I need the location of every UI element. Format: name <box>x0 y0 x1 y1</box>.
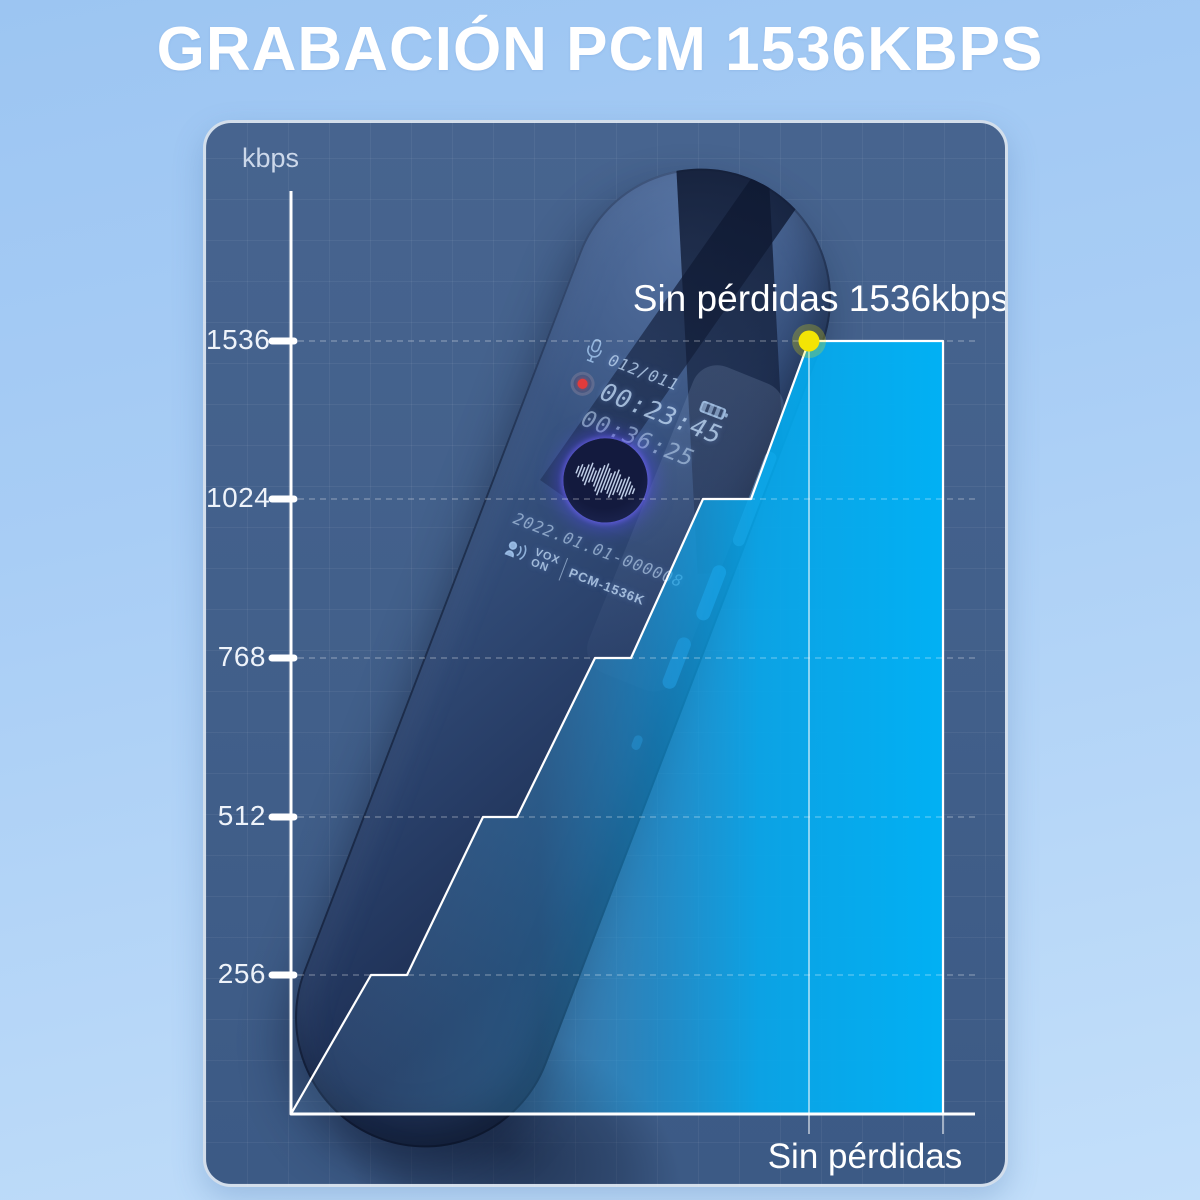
droplines <box>808 341 944 1134</box>
gridlines <box>298 340 980 976</box>
bitrate-step-chart <box>268 191 980 1134</box>
tick-label-768: 768 <box>217 641 266 672</box>
y-axis-unit-label: kbps <box>242 143 300 173</box>
tick-label-512: 512 <box>217 800 266 831</box>
tick-marks <box>268 337 298 979</box>
peak-annotation: Sin pérdidas 1536kbps <box>632 278 1008 319</box>
waveform-emblem-icon <box>551 426 660 535</box>
mic-icon <box>579 335 607 370</box>
step-area <box>289 339 945 1116</box>
yellow-dot-marker <box>798 330 820 352</box>
vox-speaker-icon <box>504 541 527 561</box>
tick-label-1536: 1536 <box>206 324 271 355</box>
status-row: VOX ON PCM-1536K <box>501 536 649 612</box>
x-axis-label: Sin pérdidas <box>767 1137 963 1176</box>
chart-panel: 012/011 00:23:45 00:36:25 2022.01.01-000… <box>203 120 1008 1187</box>
voice-recorder-device: 012/011 00:23:45 00:36:25 2022.01.01-000… <box>257 130 869 1184</box>
tick-label-256: 256 <box>217 958 266 989</box>
tick-label-1024: 1024 <box>206 482 271 513</box>
page-title: GRABACIÓN PCM 1536KBPS <box>156 15 1044 84</box>
